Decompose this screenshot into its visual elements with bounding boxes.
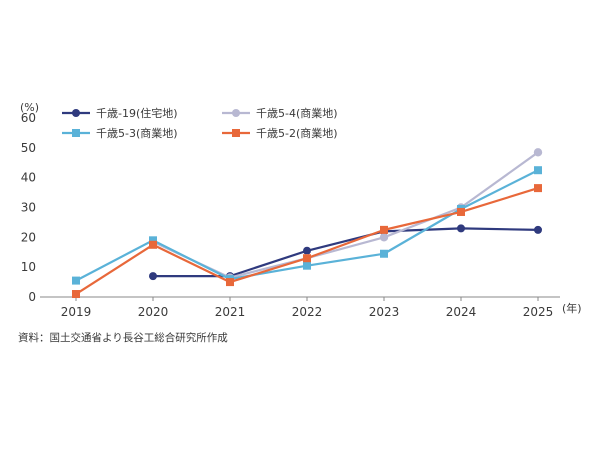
x-tick-label: 2019 [61,305,92,319]
data-point [534,166,542,175]
data-point [72,290,80,299]
source-note: 資料：国土交通省より長谷工総合研究所作成 [18,331,228,344]
data-point [379,233,389,242]
legend-item: 千歳5-3(商業地) [62,126,178,140]
y-tick-label: 10 [21,260,36,274]
y-axis-unit-label: (%) [20,101,39,114]
legend-marker [72,109,80,117]
data-point [533,148,543,157]
legend-marker [232,109,240,117]
data-point [226,278,234,287]
x-tick-label: 2022 [292,305,323,319]
data-point [380,225,388,234]
legend-marker [72,129,80,137]
series-2 [148,148,543,282]
y-tick-label: 30 [21,201,36,215]
series-layer [72,148,543,299]
y-axis: 0 10 20 30 40 50 60 [21,111,36,304]
y-tick-label: 60 [21,111,36,125]
data-point [303,254,311,263]
x-tick-label: 2024 [446,305,477,319]
data-point [303,261,311,270]
legend: 千歳-19(住宅地) 千歳5-4(商業地) 千歳5-3(商業地) 千歳5-2(商業地) [62,106,338,140]
data-point [149,272,157,281]
data-point [72,276,80,285]
data-point [534,225,542,234]
legend-label: 千歳5-3(商業地) [96,126,178,140]
x-tick-label: 2021 [215,305,246,319]
legend-label: 千歳-19(住宅地) [96,106,178,120]
data-point [303,246,311,255]
x-tick-label: 2023 [369,305,400,319]
x-tick-label: 2020 [138,305,169,319]
x-axis-unit-label: (年) [562,301,582,315]
x-tick-label: 2025 [523,305,554,319]
data-point [149,236,157,245]
legend-marker [232,129,240,137]
data-point [457,207,465,216]
legend-item: 千歳5-2(商業地) [222,126,338,140]
data-point [534,184,542,193]
x-axis: 2019 2020 2021 2022 2023 2024 2025 [61,297,554,319]
series-3 [72,166,542,285]
y-tick-label: 50 [21,141,36,155]
data-point [149,240,157,249]
legend-item: 千歳-19(住宅地) [62,106,178,120]
y-tick-label: 40 [21,171,36,185]
y-tick-label: 20 [21,230,36,244]
series-4 [72,184,542,299]
y-tick-label: 0 [28,290,36,304]
legend-label: 千歳5-2(商業地) [256,126,338,140]
data-point [457,224,465,233]
legend-item: 千歳5-4(商業地) [222,106,338,120]
data-point [380,249,388,258]
legend-label: 千歳5-4(商業地) [256,106,338,120]
